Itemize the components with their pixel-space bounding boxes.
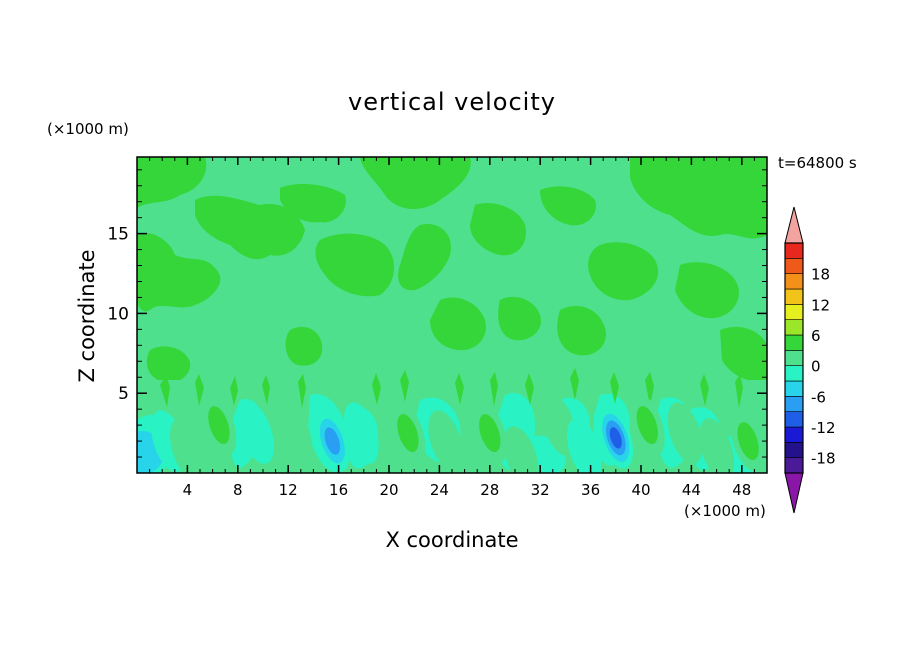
x-tick-label: 36: [581, 481, 600, 499]
upper-patches: [137, 157, 767, 383]
x-tick-label: 48: [732, 481, 751, 499]
y-tick-label: 15: [107, 225, 129, 245]
y-unit-label: (×1000 m): [47, 120, 129, 138]
velocity-cores: [151, 394, 766, 473]
colorbar-tick-label: 12: [811, 296, 830, 314]
x-tick-label: 28: [480, 481, 499, 499]
colorbar-swatch: [784, 396, 804, 412]
contour-field: [137, 157, 767, 473]
colorbar-swatch: [784, 319, 804, 336]
colorbar-swatch: [784, 457, 804, 474]
colorbar-swatch: [784, 304, 804, 320]
colorbar-swatch: [784, 273, 804, 290]
x-tick-label: 4: [183, 481, 193, 499]
velocity-core: [609, 427, 622, 449]
colorbar-swatch: [784, 442, 804, 458]
streaks: [160, 368, 743, 408]
x-tick-label: 12: [279, 481, 298, 499]
velocity-core: [737, 422, 759, 461]
velocity-core: [566, 418, 602, 473]
x-axis-title-text: X coordinate: [385, 528, 519, 552]
colorbar-swatch: [784, 365, 804, 382]
x-tick-label: 24: [430, 481, 449, 499]
colorbar-tick-label: -6: [811, 388, 826, 406]
velocity-core: [636, 406, 658, 445]
velocity-core: [208, 406, 230, 445]
colorbar-under-triangle: [784, 472, 804, 514]
colorbar-tick-label: -12: [811, 419, 836, 437]
colorbar-swatch: [784, 411, 804, 428]
colorbar-swatch: [784, 380, 804, 397]
colorbar-swatch: [784, 242, 804, 259]
velocity-core: [428, 410, 464, 472]
velocity-core: [343, 402, 379, 464]
colorbar-swatch: [784, 258, 804, 274]
velocity-core: [699, 418, 734, 473]
x-tick-label: 40: [631, 481, 650, 499]
x-axis: 4 8 12 16 20 24 28 32 36 40 44 48: [149, 157, 755, 499]
colorbar-swatch: [784, 350, 804, 366]
y-tick-label: 10: [107, 304, 129, 324]
velocity-core: [239, 402, 275, 464]
colorbar-swatch: [784, 426, 804, 443]
colorbar-tick-label: 18: [811, 266, 830, 284]
y-axis: 5 10 15: [107, 169, 767, 458]
chart-title: vertical velocity: [348, 88, 556, 116]
x-tick-label: 44: [682, 481, 701, 499]
colorbar-tick-label: -18: [811, 450, 836, 468]
x-tick-label: 20: [379, 481, 398, 499]
velocity-core: [479, 414, 501, 453]
y-tick-label: 5: [118, 384, 129, 404]
colorbar-over-triangle: [784, 206, 804, 244]
x-tick-label: 32: [531, 481, 550, 499]
x-tick-label: 8: [233, 481, 243, 499]
velocity-core: [397, 414, 419, 453]
velocity-core: [170, 418, 205, 473]
x-unit-label: (×1000 m): [684, 502, 766, 520]
x-axis-title: X coordinate: [0, 528, 904, 552]
colorbar-swatch: [784, 334, 804, 351]
colorbar-frame: [784, 242, 804, 474]
y-axis-title: Z coordinate: [75, 249, 99, 383]
time-label: t=64800 s: [778, 154, 857, 172]
velocity-core: [667, 402, 703, 464]
velocity-core: [277, 402, 312, 464]
velocity-core: [324, 427, 341, 455]
colorbar-swatch: [784, 288, 804, 305]
colorbar-tick-label: 0: [811, 358, 821, 376]
x-tick-label: 16: [329, 481, 348, 499]
colorbar: 18 12 6 0 -6 -12 -18: [784, 206, 836, 514]
colorbar-tick-label: 6: [811, 327, 821, 345]
